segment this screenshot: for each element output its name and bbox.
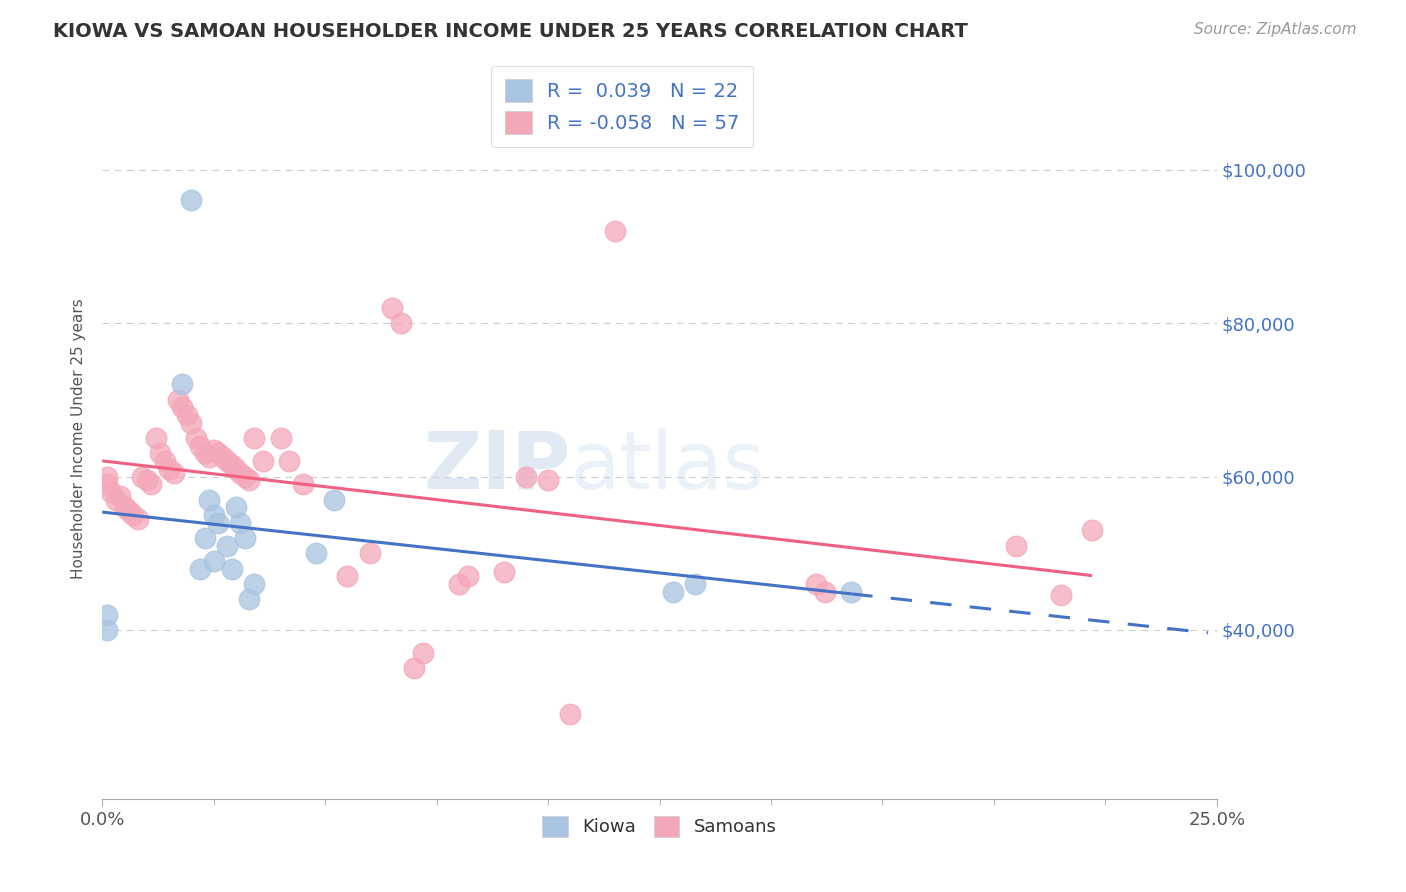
Point: [122, 508, 145, 522]
Point: [233, 531, 256, 545]
Point: [162, 466, 184, 480]
Point: [804, 577, 827, 591]
Point: [118, 504, 141, 518]
Point: [215, 539, 238, 553]
Point: [323, 492, 346, 507]
Point: [167, 392, 190, 407]
Point: [184, 431, 207, 445]
Point: [291, 477, 314, 491]
Point: [194, 446, 217, 460]
Point: [813, 584, 835, 599]
Point: [404, 661, 426, 675]
Point: [202, 508, 225, 522]
Point: [560, 707, 582, 722]
Point: [225, 500, 247, 515]
Text: Source: ZipAtlas.com: Source: ZipAtlas.com: [1194, 22, 1357, 37]
Point: [381, 301, 404, 315]
Point: [336, 569, 359, 583]
Point: [603, 224, 626, 238]
Point: [157, 462, 180, 476]
Point: [270, 431, 292, 445]
Point: [221, 561, 243, 575]
Point: [233, 469, 256, 483]
Point: [96, 477, 118, 491]
Point: [662, 584, 685, 599]
Point: [176, 408, 198, 422]
Point: [215, 454, 238, 468]
Point: [100, 484, 122, 499]
Text: KIOWA VS SAMOAN HOUSEHOLDER INCOME UNDER 25 YEARS CORRELATION CHART: KIOWA VS SAMOAN HOUSEHOLDER INCOME UNDER…: [53, 22, 969, 41]
Point: [194, 531, 217, 545]
Point: [202, 442, 225, 457]
Point: [515, 469, 537, 483]
Point: [188, 439, 211, 453]
Point: [229, 466, 252, 480]
Point: [207, 516, 229, 530]
Y-axis label: Householder Income Under 25 years: Householder Income Under 25 years: [72, 298, 86, 579]
Point: [1005, 539, 1028, 553]
Point: [104, 492, 127, 507]
Point: [180, 416, 202, 430]
Point: [389, 316, 412, 330]
Point: [172, 377, 194, 392]
Point: [839, 584, 862, 599]
Point: [207, 446, 229, 460]
Point: [683, 577, 706, 591]
Point: [211, 450, 233, 465]
Point: [180, 193, 202, 207]
Point: [447, 577, 470, 591]
Legend: Kiowa, Samoans: Kiowa, Samoans: [536, 809, 783, 844]
Point: [96, 623, 118, 637]
Point: [243, 577, 266, 591]
Point: [225, 462, 247, 476]
Point: [278, 454, 301, 468]
Point: [135, 474, 157, 488]
Point: [188, 561, 211, 575]
Point: [198, 450, 221, 465]
Point: [145, 431, 167, 445]
Point: [305, 546, 328, 560]
Point: [198, 492, 221, 507]
Point: [108, 489, 131, 503]
Point: [141, 477, 163, 491]
Point: [412, 646, 434, 660]
Point: [221, 458, 243, 472]
Point: [238, 592, 260, 607]
Point: [457, 569, 479, 583]
Point: [229, 516, 252, 530]
Point: [172, 401, 194, 415]
Text: atlas: atlas: [571, 428, 765, 506]
Point: [96, 469, 118, 483]
Point: [359, 546, 381, 560]
Point: [537, 474, 560, 488]
Point: [149, 446, 172, 460]
Point: [243, 431, 266, 445]
Point: [127, 512, 149, 526]
Point: [153, 454, 176, 468]
Text: ZIP: ZIP: [423, 428, 571, 506]
Point: [202, 554, 225, 568]
Point: [492, 566, 515, 580]
Point: [96, 607, 118, 622]
Point: [238, 474, 260, 488]
Point: [1081, 523, 1104, 537]
Point: [1050, 589, 1073, 603]
Point: [131, 469, 153, 483]
Point: [114, 500, 136, 515]
Point: [252, 454, 274, 468]
